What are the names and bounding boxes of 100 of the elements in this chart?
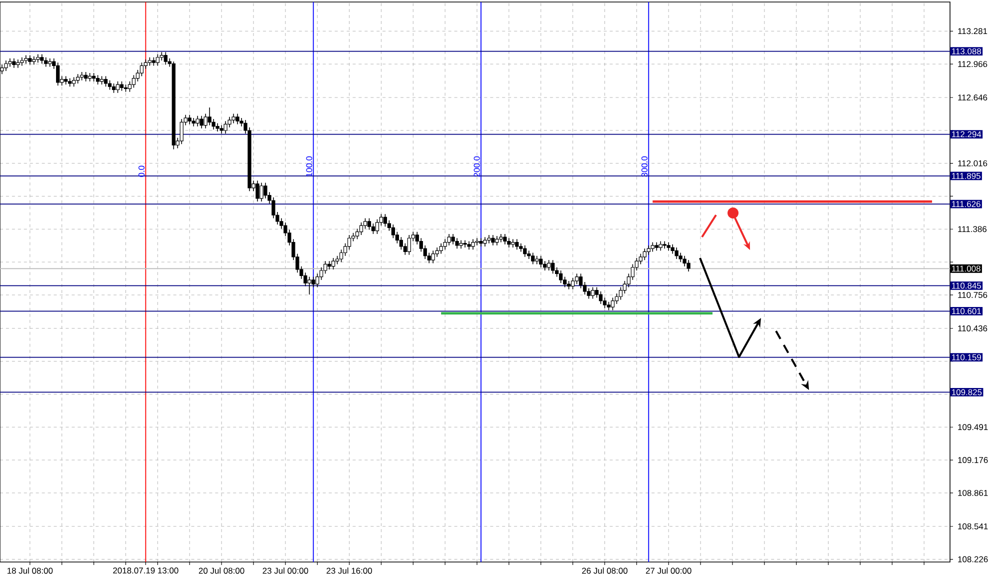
y-tick-label: 112.646 xyxy=(958,94,988,100)
candlestick xyxy=(570,277,575,290)
candlestick xyxy=(108,80,112,90)
candlestick xyxy=(531,252,535,265)
candlestick xyxy=(324,260,328,274)
y-tick-label: 112.966 xyxy=(958,61,988,68)
candlestick xyxy=(503,234,507,245)
candlestick xyxy=(391,224,395,239)
candlestick xyxy=(363,218,368,230)
candlestick xyxy=(236,113,240,125)
x-tick-label: 26 Jul 08:00 xyxy=(582,568,628,574)
candlestick xyxy=(674,247,678,260)
candlestick xyxy=(451,234,455,245)
candlestick xyxy=(224,120,228,134)
y-tick-label: 112.016 xyxy=(958,160,988,166)
candlestick xyxy=(638,253,642,265)
candlestick xyxy=(40,54,44,64)
candlestick xyxy=(491,234,495,246)
candlestick xyxy=(507,238,511,248)
x-tick-label: 23 Jul 00:00 xyxy=(262,568,308,574)
x-tick-label: 27 Jul 00:00 xyxy=(646,568,692,574)
x-tick-label: 18 Jul 08:00 xyxy=(8,568,53,574)
candlestick xyxy=(28,54,32,66)
ref-line-label: 110.159 xyxy=(952,354,981,360)
candlestick xyxy=(455,238,459,249)
candlestick xyxy=(84,72,88,82)
candlestick xyxy=(614,293,619,304)
candlestick xyxy=(12,58,16,68)
ref-line-label: 111.008 xyxy=(952,266,980,272)
candlestick xyxy=(463,240,467,248)
y-tick-label: 108.541 xyxy=(958,523,988,530)
candlestick xyxy=(471,238,475,250)
candlestick xyxy=(431,250,435,264)
candlestick xyxy=(618,286,623,300)
candlestick xyxy=(447,234,451,246)
candlestick xyxy=(555,266,559,278)
candlestick xyxy=(523,245,527,258)
candlestick xyxy=(256,180,260,202)
candlestick xyxy=(112,83,116,94)
candlestick xyxy=(196,115,200,127)
candlestick xyxy=(316,273,320,288)
candlestick xyxy=(136,70,140,82)
candlestick xyxy=(180,118,184,144)
candlestick xyxy=(96,74,100,85)
candlestick xyxy=(586,288,591,300)
y-tick-label: 109.176 xyxy=(958,457,988,464)
y-tick-label: 113.281 xyxy=(958,28,988,34)
ref-line-label: 112.294 xyxy=(952,131,982,138)
candlestick xyxy=(200,115,204,129)
candlestick xyxy=(320,266,324,280)
candlestick xyxy=(630,264,634,280)
candlestick xyxy=(72,76,76,88)
candlestick xyxy=(574,273,579,284)
candlestick xyxy=(610,297,615,311)
candlestick xyxy=(559,270,563,284)
candlestick xyxy=(622,280,627,294)
candlestick xyxy=(359,222,364,236)
y-tick-label: 111.386 xyxy=(958,226,986,232)
y-tick-label: 110.436 xyxy=(958,325,988,332)
ref-line-label: 111.895 xyxy=(952,172,980,179)
candlestick xyxy=(367,218,372,230)
candlestick xyxy=(650,242,654,252)
candlestick xyxy=(598,291,603,304)
candlestick xyxy=(646,245,650,256)
candlestick xyxy=(188,114,192,125)
candlestick xyxy=(156,54,160,66)
ref-line-label: 109.825 xyxy=(952,389,982,396)
candlestick xyxy=(539,255,543,268)
candlestick xyxy=(331,258,336,270)
candlestick xyxy=(144,59,148,70)
y-tick-label: 109.491 xyxy=(958,424,988,430)
candlestick xyxy=(164,52,168,66)
candlestick xyxy=(495,236,499,246)
candlestick xyxy=(642,248,646,260)
candlestick xyxy=(547,260,551,271)
ref-line-label: 110.601 xyxy=(952,308,981,314)
candlestick xyxy=(427,252,431,264)
candlestick xyxy=(232,113,236,124)
y-tick-label: 110.756 xyxy=(958,292,988,298)
candlestick xyxy=(439,242,443,254)
ref-line-label: 110.845 xyxy=(952,282,982,289)
annotation: 0.0 xyxy=(138,166,144,177)
candlestick xyxy=(686,260,690,272)
candlestick xyxy=(104,76,108,88)
candlestick xyxy=(475,238,479,246)
annotation: 100.0 xyxy=(306,156,312,177)
candlestick xyxy=(371,223,376,234)
candlestick xyxy=(515,238,519,250)
candlestick xyxy=(208,107,212,126)
x-tick-label: 20 Jul 08:00 xyxy=(198,568,244,574)
candlestick xyxy=(76,74,80,84)
candlestick xyxy=(308,276,312,295)
x-tick-label: 23 Jul 16:00 xyxy=(326,568,372,574)
candlestick xyxy=(407,234,411,256)
candlestick xyxy=(355,228,360,240)
candlestick xyxy=(551,260,555,274)
candlestick xyxy=(423,245,427,260)
annotation: 300.0 xyxy=(641,156,648,177)
candlestick xyxy=(594,286,599,298)
candlestick xyxy=(399,236,403,250)
